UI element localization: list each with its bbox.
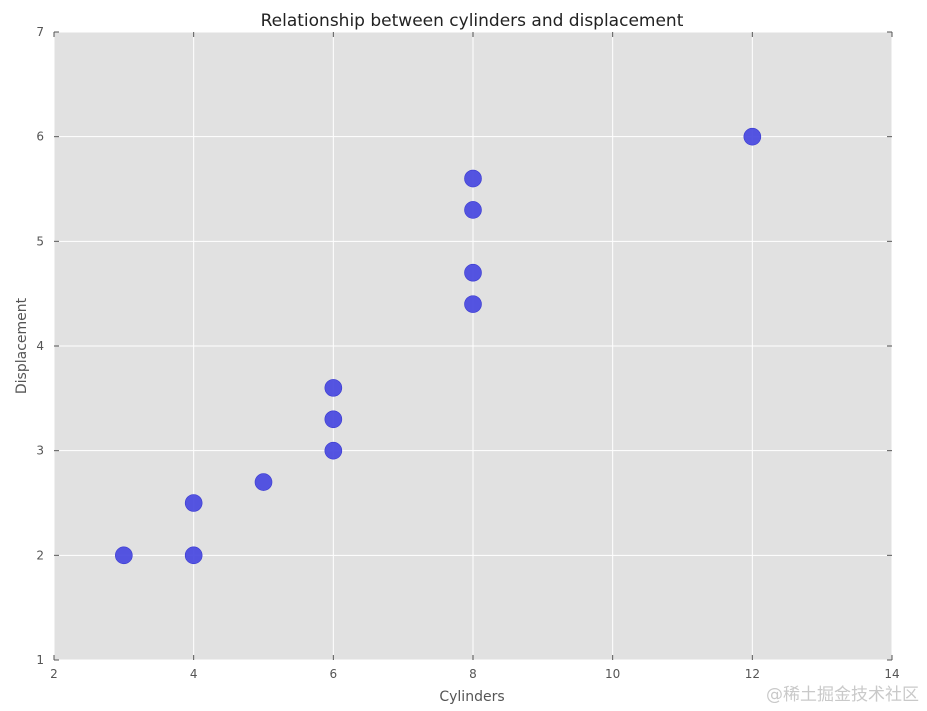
x-tick-label: 6 xyxy=(330,667,338,681)
chart-title: Relationship between cylinders and displ… xyxy=(261,11,684,31)
data-point xyxy=(324,441,343,460)
y-tick-label: 4 xyxy=(36,339,44,353)
y-tick-label: 6 xyxy=(36,130,44,144)
x-tick-label: 2 xyxy=(50,667,58,681)
x-tick-label: 8 xyxy=(469,667,477,681)
y-tick-label: 7 xyxy=(36,25,44,39)
y-tick-label: 5 xyxy=(36,234,44,248)
data-point xyxy=(324,379,343,397)
data-point xyxy=(115,546,133,565)
x-axis-label: Cylinders xyxy=(439,689,504,705)
x-tick-label: 14 xyxy=(884,667,899,681)
y-axis-label: Displacement xyxy=(14,297,30,394)
data-point xyxy=(324,410,343,429)
data-point xyxy=(464,263,482,282)
data-point xyxy=(184,546,203,565)
y-tick-label: 2 xyxy=(36,548,44,562)
data-point xyxy=(743,127,762,146)
data-point xyxy=(184,494,203,512)
y-tick-label: 3 xyxy=(36,444,44,458)
data-point xyxy=(464,201,482,219)
x-tick-label: 12 xyxy=(745,667,760,681)
data-point xyxy=(254,473,273,491)
data-points xyxy=(115,127,762,565)
y-tick-label: 1 xyxy=(36,653,44,667)
x-tick-label: 4 xyxy=(190,667,198,681)
data-point xyxy=(464,295,482,313)
x-tick-label: 10 xyxy=(605,667,620,681)
watermark: @稀土掘金技术社区 xyxy=(766,685,919,705)
data-point xyxy=(464,169,482,188)
